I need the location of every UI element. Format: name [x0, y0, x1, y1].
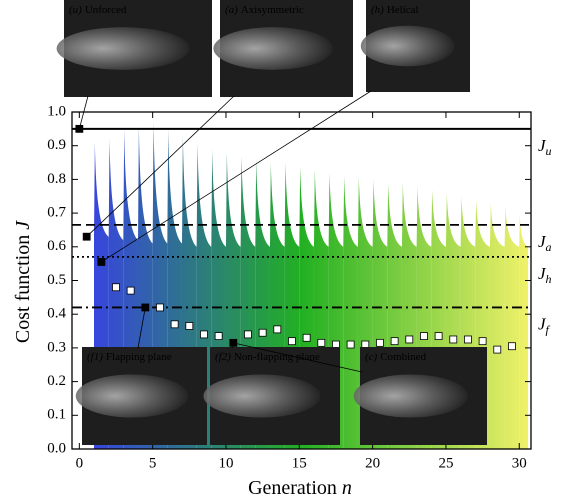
spike	[504, 206, 520, 449]
reference-symbol: J	[538, 264, 547, 283]
inset-tag: (u)	[69, 4, 82, 16]
square-marker	[478, 337, 487, 346]
inset-label: (f2) Non-flapping plane	[215, 351, 320, 363]
x-axis-label: Generation n	[248, 477, 352, 499]
y-tick-label: 1.0	[47, 103, 66, 119]
spike	[519, 213, 529, 449]
inset-tag: (c)	[365, 351, 378, 363]
square-marker	[288, 337, 296, 346]
y-tick-label: 0.4	[47, 306, 66, 322]
spike	[343, 176, 358, 449]
reference-symbol: J	[538, 136, 547, 155]
inset-tag: (f2)	[215, 351, 231, 363]
square-marker	[170, 320, 179, 329]
x-tick-label: 15	[292, 455, 307, 471]
reference-symbol: J	[538, 314, 547, 333]
inset-label: (f1) Flapping plane	[87, 351, 172, 363]
inset-label: (u) Unforced	[69, 4, 127, 16]
spike	[489, 202, 505, 449]
y-tick-label: 0.1	[47, 407, 66, 423]
x-tick-label: 20	[365, 455, 380, 471]
square-marker	[214, 332, 223, 341]
inset-flow	[203, 374, 321, 418]
square-marker	[464, 335, 472, 344]
y-label-symbol: J	[12, 220, 34, 230]
inset-text: Unforced	[85, 4, 127, 16]
square-marker	[302, 333, 311, 342]
square-marker	[449, 335, 458, 344]
square-marker	[185, 322, 194, 330]
x-tick-label: 5	[149, 455, 157, 471]
square-marker	[244, 330, 252, 339]
inset-flow	[213, 27, 334, 70]
x-label-symbol: n	[342, 477, 352, 499]
inset-flow	[56, 27, 190, 70]
square-marker	[434, 332, 443, 341]
square-marker	[405, 335, 414, 344]
square-marker	[493, 345, 502, 354]
connector	[137, 307, 146, 349]
square-marker	[273, 325, 282, 334]
y-tick-label: 0.3	[47, 339, 66, 355]
square-marker	[126, 286, 135, 295]
y-label-text: Cost function	[12, 235, 34, 343]
y-tick-label: 0.0	[47, 440, 66, 456]
inset-label: (c) Combined	[365, 351, 427, 363]
connector	[233, 342, 363, 373]
reference-label: Ja	[538, 232, 552, 254]
square-marker	[361, 340, 370, 349]
x-tick-label: 30	[512, 455, 527, 471]
y-tick-label: 0.6	[47, 238, 66, 254]
x-tick-label: 10	[218, 455, 233, 471]
square-marker	[376, 338, 384, 347]
connector	[78, 95, 89, 129]
y-axis-label: Cost function J	[12, 220, 34, 343]
inset-tag: (h)	[371, 4, 384, 16]
square-marker	[332, 340, 340, 349]
inset-text: Combined	[380, 351, 426, 363]
inset-tag: (a)	[225, 4, 238, 16]
y-tick-label: 0.8	[47, 171, 66, 187]
square-marker	[346, 340, 355, 349]
reference-symbol: J	[538, 232, 547, 251]
connector	[86, 95, 235, 237]
square-marker	[112, 283, 120, 292]
inset-flow	[75, 374, 189, 418]
reference-subscript: f	[546, 322, 551, 336]
square-marker	[508, 342, 516, 351]
reference-subscript: h	[546, 272, 552, 286]
square-marker	[317, 338, 326, 347]
reference-subscript: u	[546, 144, 552, 158]
x-tick-label: 25	[438, 455, 453, 471]
inset-label: (a) Axisymmetric	[225, 4, 304, 16]
inset-text: Axisymmetric	[241, 4, 304, 16]
y-tick-label: 0.9	[47, 137, 66, 153]
overlay: (u) Unforced (a) Axisymmetric (h) Helical (f1)…	[56, 0, 487, 445]
x-tick-label: 0	[76, 455, 84, 471]
inset-flow	[360, 25, 455, 67]
square-marker	[258, 328, 267, 337]
y-tick-label: 0.2	[47, 373, 66, 389]
inset-text: Helical	[387, 4, 419, 16]
y-tick-label: 0.7	[47, 205, 66, 221]
y-tick-label: 0.5	[47, 272, 66, 288]
reference-subscript: a	[546, 240, 552, 254]
inset-tag: (f1)	[87, 351, 103, 363]
square-marker	[420, 332, 428, 341]
square-marker	[200, 330, 208, 339]
connector	[101, 90, 372, 263]
x-label-text: Generation	[248, 477, 337, 499]
connector	[231, 342, 234, 349]
square-marker	[156, 303, 164, 312]
inset-text: Non-flapping plane	[234, 351, 320, 363]
reference-label: Jf	[538, 314, 551, 336]
inset-text: Flapping plane	[106, 351, 172, 363]
inset-flow	[353, 374, 468, 418]
reference-label: Ju	[538, 136, 552, 158]
inset-label: (h) Helical	[371, 4, 419, 16]
reference-label: Jh	[538, 264, 552, 286]
square-marker	[390, 337, 399, 346]
